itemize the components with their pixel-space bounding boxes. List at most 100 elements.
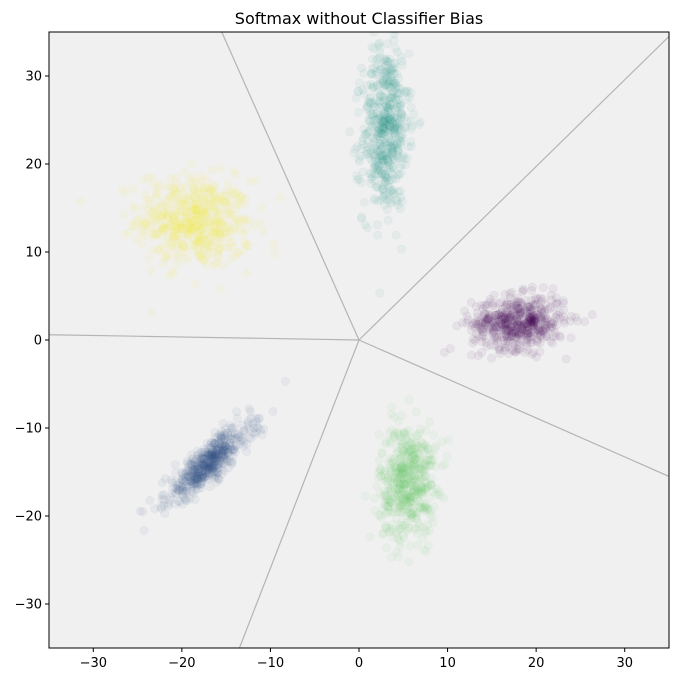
scatter-point <box>387 63 397 73</box>
scatter-point <box>214 227 224 237</box>
scatter-point <box>192 211 202 221</box>
scatter-point <box>141 219 151 229</box>
scatter-point <box>363 137 373 147</box>
scatter-point <box>377 169 387 179</box>
scatter-point <box>202 460 212 470</box>
scatter-point <box>354 174 364 184</box>
scatter-point <box>162 218 172 228</box>
scatter-point <box>144 205 154 215</box>
scatter-point <box>190 239 200 249</box>
scatter-point <box>162 233 172 243</box>
scatter-point <box>386 186 396 196</box>
scatter-point <box>370 102 380 112</box>
scatter-point <box>367 120 377 130</box>
scatter-point <box>381 54 391 64</box>
scatter-point <box>507 331 517 341</box>
scatter-point <box>178 219 188 229</box>
scatter-point <box>145 495 155 505</box>
scatter-point <box>208 261 218 271</box>
scatter-point <box>245 176 255 186</box>
scatter-point <box>200 208 210 218</box>
scatter-point <box>192 178 202 188</box>
scatter-point <box>382 149 392 159</box>
scatter-point <box>394 95 404 105</box>
scatter-point <box>159 208 169 218</box>
scatter-point <box>414 120 424 130</box>
scatter-point <box>376 64 386 74</box>
scatter-point <box>551 292 561 302</box>
scatter-point <box>383 96 393 106</box>
scatter-point <box>229 166 239 176</box>
scatter-point <box>117 184 127 194</box>
scatter-point <box>198 219 208 229</box>
scatter-point <box>374 103 384 113</box>
scatter-point <box>556 332 566 342</box>
scatter-point <box>172 240 182 250</box>
scatter-point <box>190 223 200 233</box>
scatter-point <box>407 509 417 519</box>
scatter-point <box>214 251 224 261</box>
scatter-point <box>190 177 200 187</box>
scatter-point <box>257 203 267 213</box>
scatter-point <box>219 195 229 205</box>
scatter-point <box>196 219 206 229</box>
scatter-point <box>182 207 192 217</box>
scatter-point <box>269 239 279 249</box>
scatter-point <box>228 189 238 199</box>
y-tick-label: 20 <box>25 158 42 173</box>
scatter-point <box>388 78 398 88</box>
scatter-point <box>152 188 162 198</box>
scatter-point <box>164 271 174 281</box>
scatter-point <box>223 178 233 188</box>
scatter-point <box>362 128 372 138</box>
scatter-point <box>512 300 522 310</box>
scatter-point <box>216 284 226 294</box>
scatter-point <box>389 59 399 69</box>
scatter-point <box>541 314 551 324</box>
scatter-point <box>197 239 207 249</box>
scatter-point <box>384 113 394 123</box>
scatter-point <box>196 225 206 235</box>
scatter-point <box>194 245 204 255</box>
y-tick-label: 0 <box>34 334 42 349</box>
scatter-point <box>190 199 200 209</box>
scatter-point <box>376 115 386 125</box>
scatter-point <box>192 237 202 247</box>
x-tick-label: 10 <box>439 656 456 671</box>
scatter-point <box>407 478 417 488</box>
scatter-point <box>367 156 377 166</box>
scatter-point <box>189 208 199 218</box>
scatter-point <box>172 238 182 248</box>
scatter-point <box>268 406 278 416</box>
scatter-point <box>139 220 149 230</box>
scatter-point <box>188 226 198 236</box>
scatter-point <box>362 101 372 111</box>
scatter-point <box>175 219 185 229</box>
scatter-point <box>236 191 246 201</box>
scatter-point <box>380 95 390 105</box>
scatter-point <box>211 258 221 268</box>
scatter-point <box>380 169 390 179</box>
y-tick-label: −20 <box>15 510 42 525</box>
scatter-point <box>206 217 216 227</box>
scatter-point <box>241 194 251 204</box>
scatter-point <box>204 248 214 258</box>
scatter-point <box>385 115 395 125</box>
scatter-point <box>378 118 388 128</box>
scatter-point <box>163 212 173 222</box>
scatter-point <box>205 233 215 243</box>
scatter-point <box>234 200 244 210</box>
scatter-point <box>236 217 246 227</box>
scatter-point <box>160 216 170 226</box>
scatter-point <box>211 193 221 203</box>
scatter-point <box>508 346 518 356</box>
scatter-point <box>171 199 181 209</box>
scatter-point <box>169 185 179 195</box>
scatter-point <box>186 220 196 230</box>
x-tick-label: −10 <box>257 656 284 671</box>
scatter-point <box>378 151 388 161</box>
scatter-point <box>214 195 224 205</box>
scatter-point <box>373 54 383 64</box>
scatter-point <box>149 232 159 242</box>
scatter-point <box>222 196 232 206</box>
